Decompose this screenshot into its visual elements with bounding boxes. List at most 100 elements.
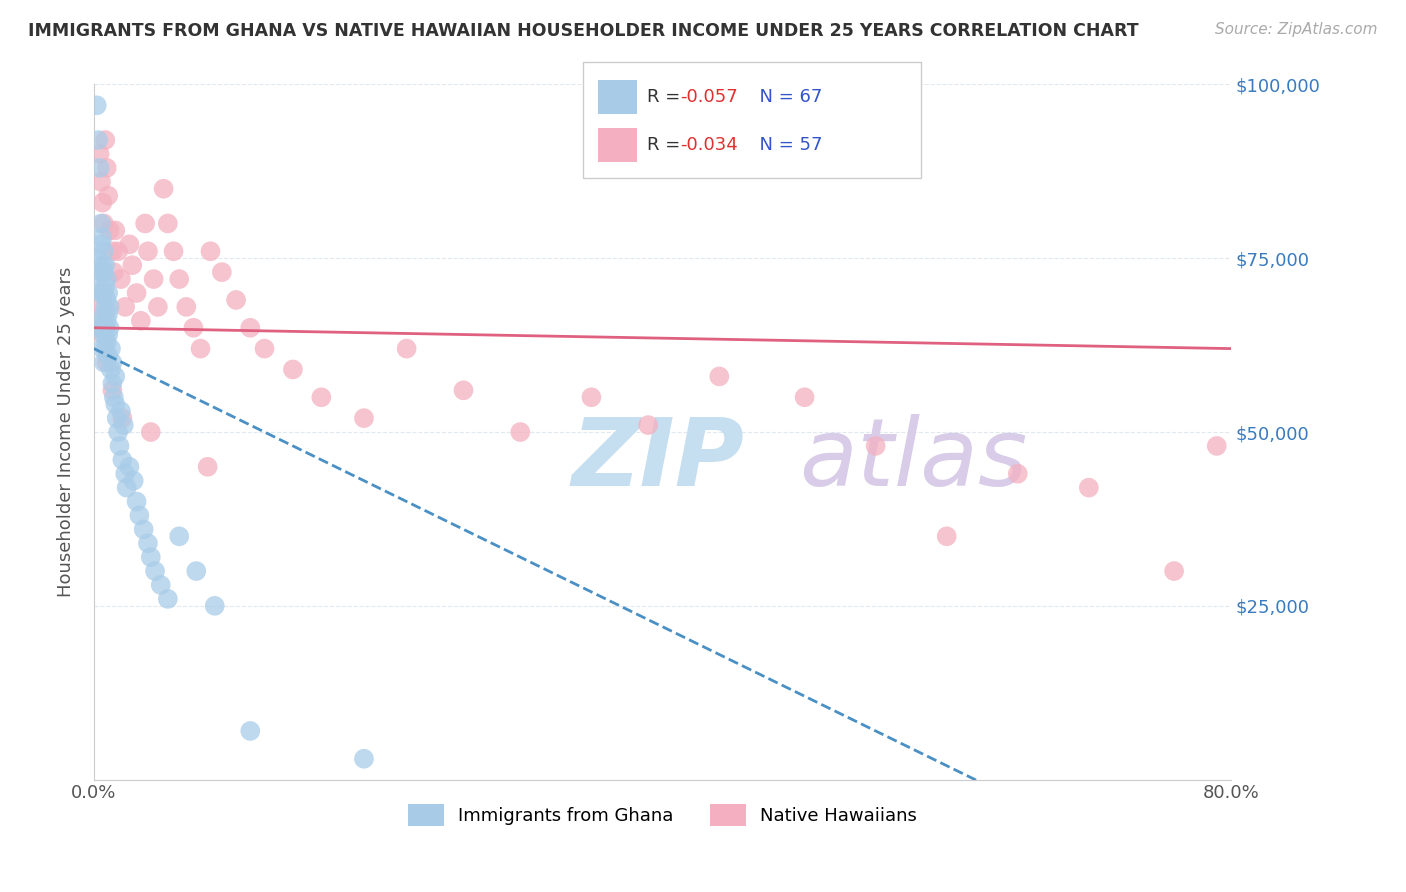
Point bbox=[225, 293, 247, 307]
Point bbox=[107, 244, 129, 259]
Point bbox=[1077, 481, 1099, 495]
Point bbox=[93, 265, 115, 279]
Point bbox=[90, 320, 112, 334]
Point bbox=[101, 244, 124, 259]
Point bbox=[115, 481, 138, 495]
Point bbox=[136, 244, 159, 259]
Point bbox=[94, 300, 117, 314]
Point bbox=[87, 251, 110, 265]
Point bbox=[139, 550, 162, 565]
Point bbox=[136, 536, 159, 550]
Point bbox=[935, 529, 957, 543]
Point bbox=[156, 591, 179, 606]
Point bbox=[104, 397, 127, 411]
Point bbox=[93, 285, 115, 300]
Point bbox=[114, 467, 136, 481]
Point bbox=[96, 334, 118, 349]
Point bbox=[87, 133, 110, 147]
Point bbox=[865, 439, 887, 453]
Point bbox=[176, 300, 198, 314]
Point bbox=[90, 217, 112, 231]
Point bbox=[98, 223, 121, 237]
Point bbox=[91, 327, 114, 342]
Point bbox=[89, 272, 111, 286]
Point bbox=[91, 258, 114, 272]
Point bbox=[118, 237, 141, 252]
Point bbox=[110, 404, 132, 418]
Point bbox=[97, 285, 120, 300]
Point bbox=[129, 314, 152, 328]
Point bbox=[167, 529, 190, 543]
Text: R =: R = bbox=[647, 136, 686, 154]
Text: R =: R = bbox=[647, 88, 686, 106]
Point bbox=[101, 355, 124, 369]
Point bbox=[142, 272, 165, 286]
Text: -0.057: -0.057 bbox=[681, 88, 738, 106]
Point bbox=[89, 147, 111, 161]
Point bbox=[1163, 564, 1185, 578]
Point bbox=[103, 390, 125, 404]
Point bbox=[111, 411, 134, 425]
Text: N = 57: N = 57 bbox=[748, 136, 823, 154]
Point bbox=[395, 342, 418, 356]
Point bbox=[90, 265, 112, 279]
Point bbox=[637, 418, 659, 433]
Point bbox=[91, 195, 114, 210]
Point bbox=[200, 244, 222, 259]
Point bbox=[146, 300, 169, 314]
Point bbox=[98, 300, 121, 314]
Text: IMMIGRANTS FROM GHANA VS NATIVE HAWAIIAN HOUSEHOLDER INCOME UNDER 25 YEARS CORRE: IMMIGRANTS FROM GHANA VS NATIVE HAWAIIAN… bbox=[28, 22, 1139, 40]
Point bbox=[149, 578, 172, 592]
Point bbox=[86, 98, 108, 112]
Point bbox=[97, 307, 120, 321]
Point bbox=[183, 320, 205, 334]
Point bbox=[96, 161, 118, 175]
Point bbox=[204, 599, 226, 613]
Point bbox=[1205, 439, 1227, 453]
Point bbox=[100, 342, 122, 356]
Point bbox=[162, 244, 184, 259]
Point bbox=[87, 300, 110, 314]
Point bbox=[353, 752, 375, 766]
Point bbox=[90, 175, 112, 189]
Point bbox=[125, 285, 148, 300]
Point bbox=[94, 342, 117, 356]
Point bbox=[94, 279, 117, 293]
Point bbox=[96, 355, 118, 369]
Point bbox=[93, 307, 115, 321]
Point bbox=[190, 342, 212, 356]
Point bbox=[101, 384, 124, 398]
Point bbox=[211, 265, 233, 279]
Point bbox=[353, 411, 375, 425]
Point bbox=[96, 314, 118, 328]
Point bbox=[112, 418, 135, 433]
Point bbox=[311, 390, 333, 404]
Point bbox=[104, 223, 127, 237]
Point bbox=[156, 217, 179, 231]
Point bbox=[94, 133, 117, 147]
Point bbox=[281, 362, 304, 376]
Point bbox=[111, 453, 134, 467]
Point bbox=[186, 564, 208, 578]
Point bbox=[93, 355, 115, 369]
Point bbox=[125, 494, 148, 508]
Point bbox=[97, 349, 120, 363]
Point bbox=[91, 342, 114, 356]
Point bbox=[107, 425, 129, 439]
Point bbox=[122, 474, 145, 488]
Point bbox=[143, 564, 166, 578]
Text: Source: ZipAtlas.com: Source: ZipAtlas.com bbox=[1215, 22, 1378, 37]
Point bbox=[118, 459, 141, 474]
Point bbox=[97, 327, 120, 342]
Point bbox=[509, 425, 531, 439]
Point bbox=[105, 411, 128, 425]
Point bbox=[96, 272, 118, 286]
Point bbox=[114, 300, 136, 314]
Point bbox=[239, 320, 262, 334]
Point bbox=[709, 369, 731, 384]
Point bbox=[453, 384, 475, 398]
Point bbox=[139, 425, 162, 439]
Point bbox=[98, 320, 121, 334]
Point bbox=[110, 272, 132, 286]
Point bbox=[93, 327, 115, 342]
